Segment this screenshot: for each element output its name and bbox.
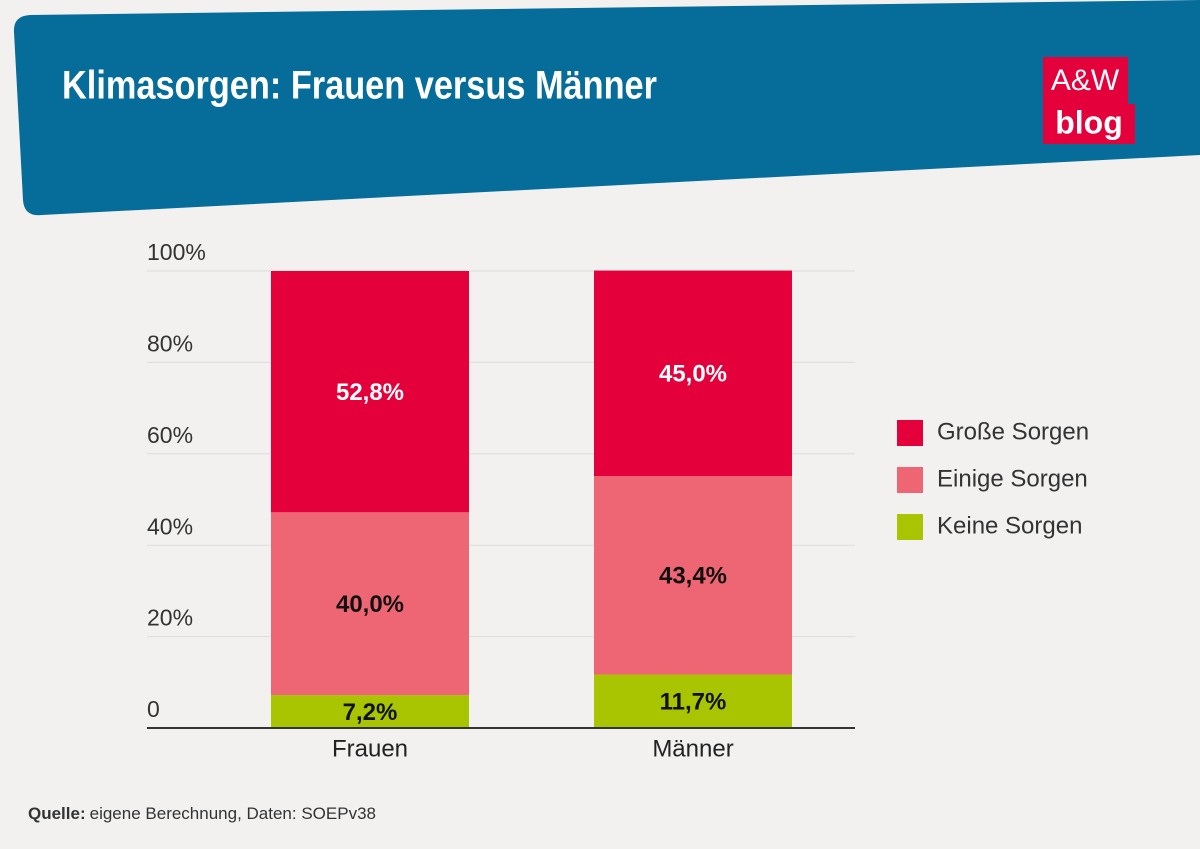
bar-segment bbox=[594, 476, 792, 675]
source-text: eigene Berechnung, Daten: SOEPv38 bbox=[90, 804, 376, 823]
y-tick-label: 0 bbox=[147, 696, 160, 722]
logo-box bbox=[1043, 104, 1135, 144]
value-label: 40,0% bbox=[336, 591, 404, 618]
chart-title: Klimasorgen: Frauen versus Männer bbox=[62, 64, 657, 108]
logo-text: A&W bbox=[1051, 64, 1120, 97]
bar-segment bbox=[271, 512, 469, 696]
value-label: 52,8% bbox=[336, 379, 404, 406]
logo-text: blog bbox=[1055, 104, 1123, 140]
logo-box bbox=[1043, 57, 1128, 105]
x-tick-label: Männer bbox=[652, 735, 733, 762]
value-label: 45,0% bbox=[659, 361, 727, 388]
y-tick-label: 100% bbox=[147, 239, 206, 265]
legend-label: Einige Sorgen bbox=[937, 465, 1088, 492]
legend-swatch bbox=[897, 467, 923, 493]
y-tick-label: 20% bbox=[147, 605, 193, 631]
legend-swatch bbox=[897, 514, 923, 540]
value-label: 7,2% bbox=[343, 699, 398, 726]
header-banner bbox=[13, 0, 1200, 216]
y-tick-label: 60% bbox=[147, 422, 193, 448]
legend-swatch bbox=[897, 420, 923, 446]
bar-segment bbox=[271, 271, 469, 513]
bar-segment bbox=[594, 674, 792, 728]
y-tick-label: 80% bbox=[147, 330, 193, 356]
y-tick-label: 40% bbox=[147, 513, 193, 539]
x-tick-label: Frauen bbox=[332, 735, 408, 762]
value-label: 11,7% bbox=[660, 689, 727, 716]
legend-label: Große Sorgen bbox=[937, 418, 1089, 445]
source: Quelle: eigene Berechnung, Daten: SOEPv38 bbox=[28, 804, 376, 823]
value-label: 43,4% bbox=[659, 563, 727, 590]
legend-label: Keine Sorgen bbox=[937, 512, 1082, 539]
bar-segment bbox=[594, 270, 792, 477]
bar-segment bbox=[271, 695, 469, 728]
source-label: Quelle: bbox=[28, 804, 86, 823]
